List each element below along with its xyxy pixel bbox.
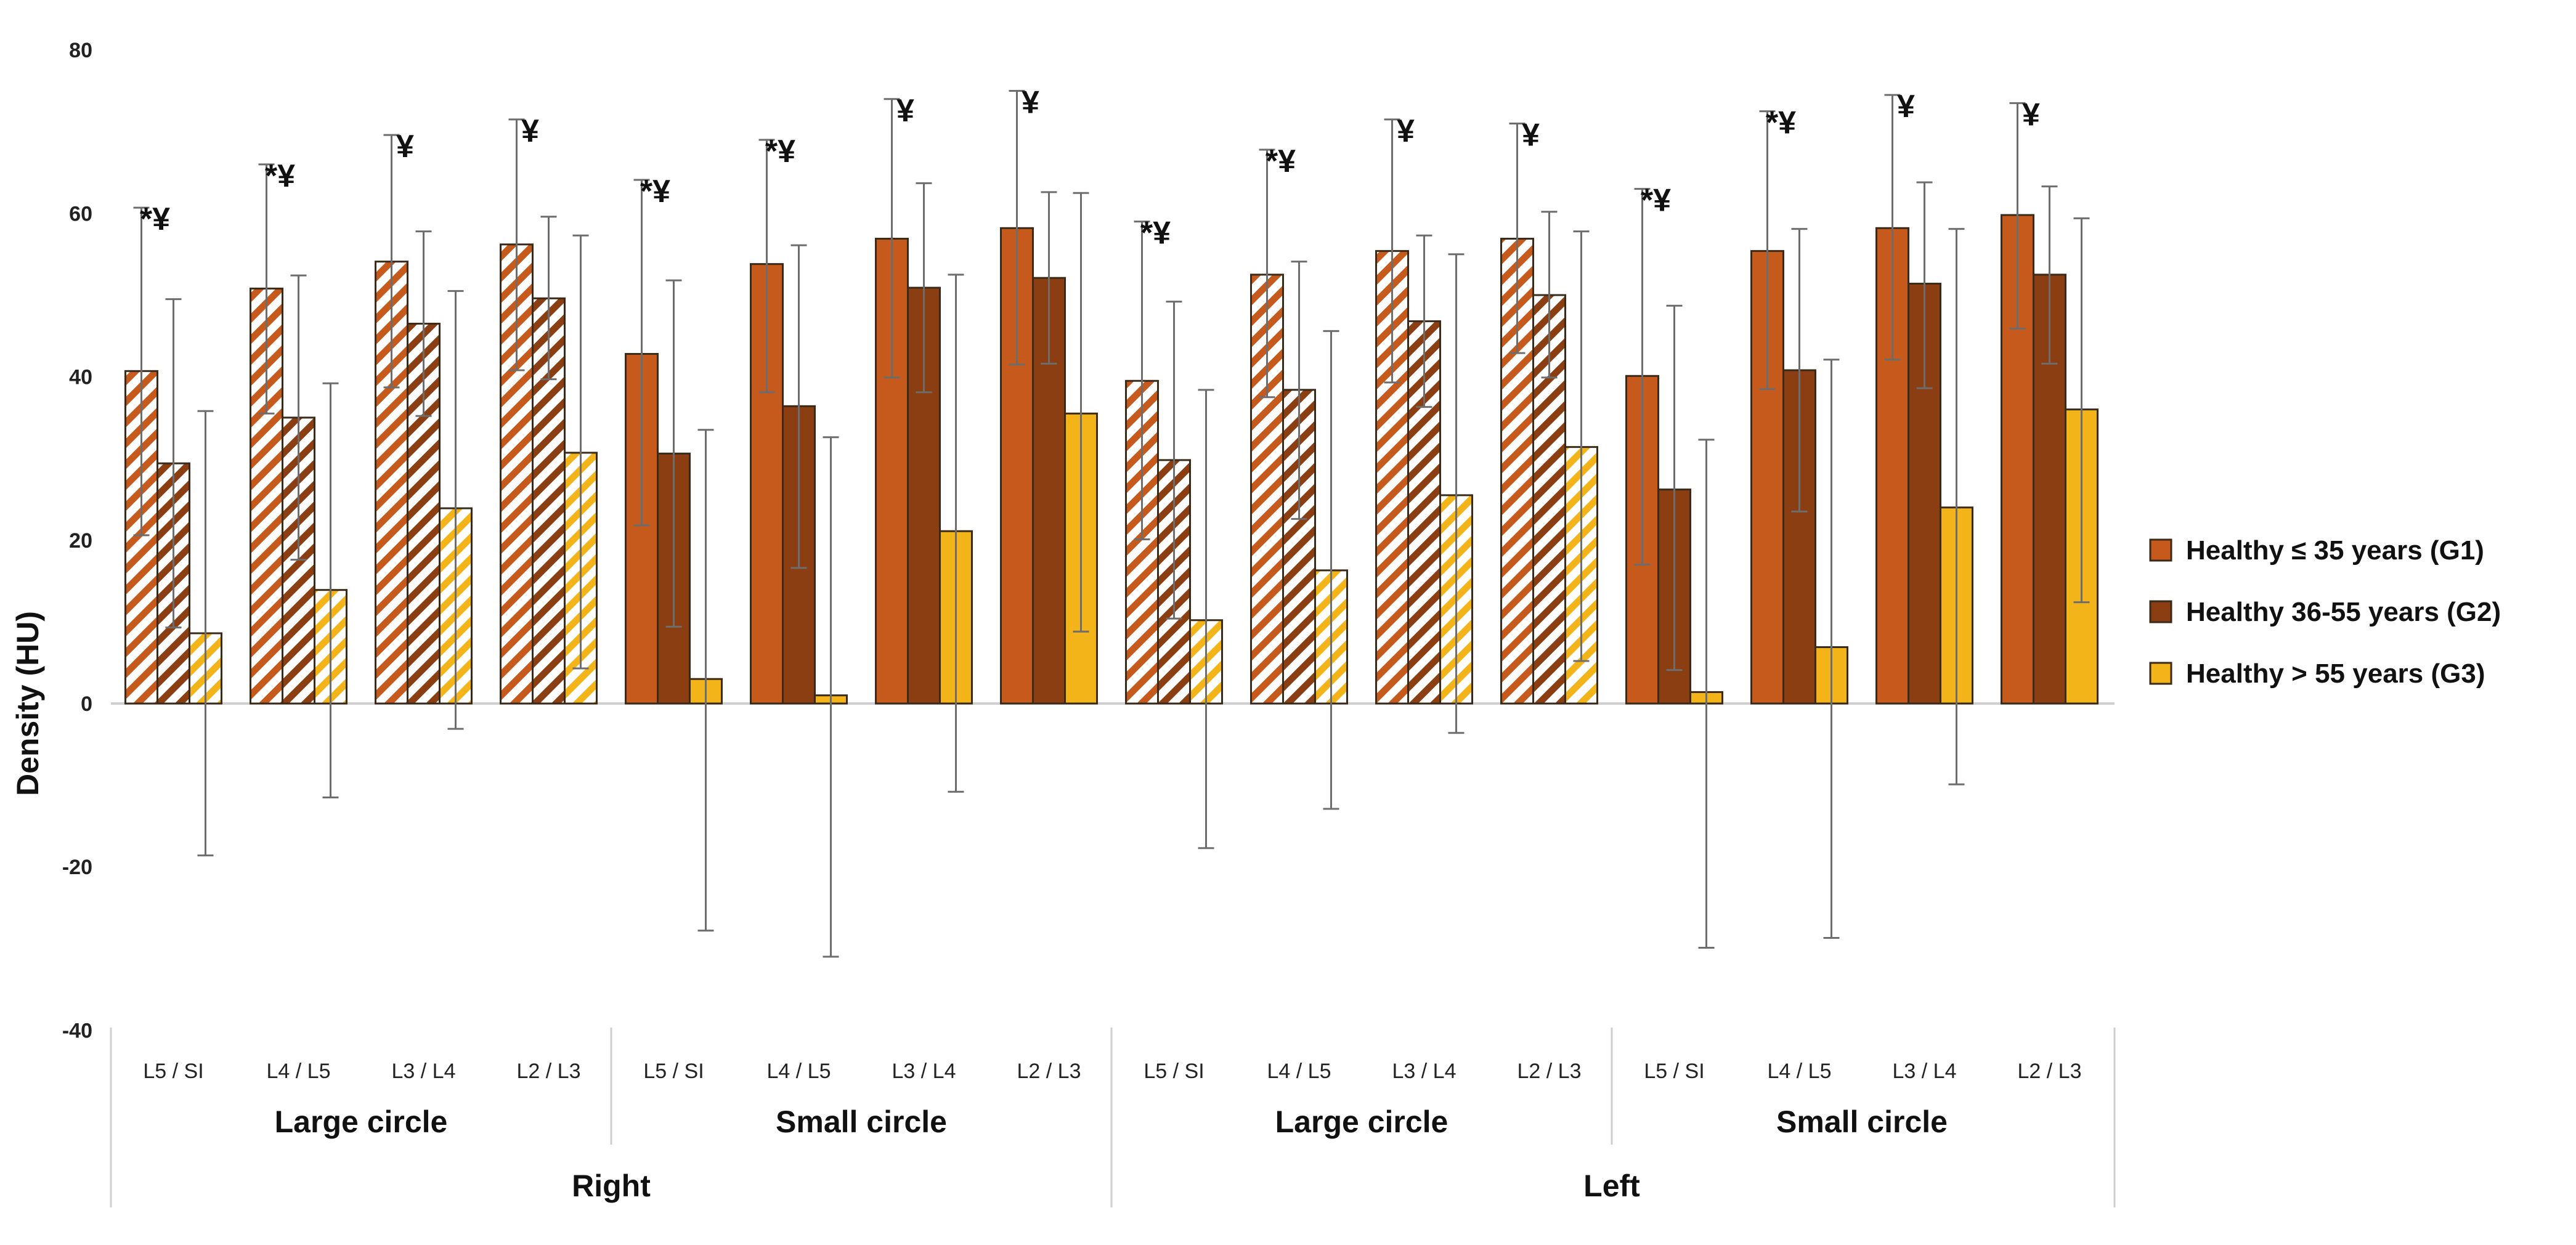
x-tick-label: L2 / L3 — [1518, 1060, 1582, 1083]
y-tick-label: 40 — [69, 366, 92, 389]
significance-annotation: *¥ — [1766, 105, 1796, 141]
subgroup-label: Small circle — [776, 1105, 947, 1139]
legend-swatch — [2149, 662, 2172, 685]
y-tick-label: 80 — [69, 39, 92, 62]
x-tick-label: L3 / L4 — [1392, 1060, 1457, 1083]
significance-annotation: *¥ — [140, 201, 170, 237]
subgroup-label: Large circle — [275, 1105, 448, 1139]
x-tick-label: L3 / L4 — [892, 1060, 956, 1083]
significance-annotation: *¥ — [265, 158, 295, 194]
significance-annotation: ¥ — [1022, 85, 1039, 121]
x-tick-label: L5 / SI — [1144, 1060, 1204, 1083]
legend-label: Healthy 36-55 years (G2) — [2186, 597, 2501, 627]
significance-annotation: *¥ — [765, 134, 795, 169]
x-tick-label: L3 / L4 — [1893, 1060, 1957, 1083]
significance-annotation: ¥ — [396, 129, 414, 164]
x-tick-label: L2 / L3 — [517, 1060, 581, 1083]
legend-swatch — [2149, 600, 2172, 623]
legend-swatch — [2149, 538, 2172, 562]
y-tick-label: -20 — [62, 856, 92, 879]
x-tick-label: L4 / L5 — [267, 1060, 331, 1083]
significance-annotation: ¥ — [896, 93, 914, 129]
side-label: Left — [1583, 1169, 1640, 1203]
significance-annotation: ¥ — [2022, 97, 2040, 132]
significance-annotation: *¥ — [1641, 183, 1671, 219]
significance-annotation: ¥ — [1397, 113, 1415, 149]
y-axis-label: Density (HU) — [10, 611, 45, 796]
x-tick-label: L5 / SI — [643, 1060, 704, 1083]
significance-annotation: ¥ — [1897, 89, 1915, 124]
x-tick-label: L4 / L5 — [1267, 1060, 1331, 1083]
significance-annotation: ¥ — [1522, 118, 1540, 153]
significance-annotation: *¥ — [1140, 216, 1171, 251]
subgroup-label: Small circle — [1776, 1105, 1948, 1139]
subgroup-label: Large circle — [1275, 1105, 1448, 1139]
y-tick-label: 20 — [69, 529, 92, 553]
y-tick-label: 0 — [81, 692, 92, 716]
legend-label: Healthy ≤ 35 years (G1) — [2186, 535, 2484, 566]
significance-annotation: *¥ — [640, 174, 670, 209]
side-label: Right — [572, 1169, 651, 1203]
x-tick-label: L5 / SI — [143, 1060, 203, 1083]
x-tick-label: L2 / L3 — [2018, 1060, 2082, 1083]
x-tick-label: L3 / L4 — [392, 1060, 456, 1083]
y-tick-label: 60 — [69, 202, 92, 225]
significance-annotation: *¥ — [1266, 144, 1296, 179]
legend-label: Healthy > 55 years (G3) — [2186, 659, 2485, 689]
significance-annotation: ¥ — [521, 113, 539, 149]
x-tick-label: L5 / SI — [1644, 1060, 1704, 1083]
x-tick-label: L4 / L5 — [767, 1060, 831, 1083]
x-tick-label: L4 / L5 — [1768, 1060, 1832, 1083]
y-tick-label: -40 — [62, 1019, 92, 1042]
x-tick-label: L2 / L3 — [1017, 1060, 1081, 1083]
